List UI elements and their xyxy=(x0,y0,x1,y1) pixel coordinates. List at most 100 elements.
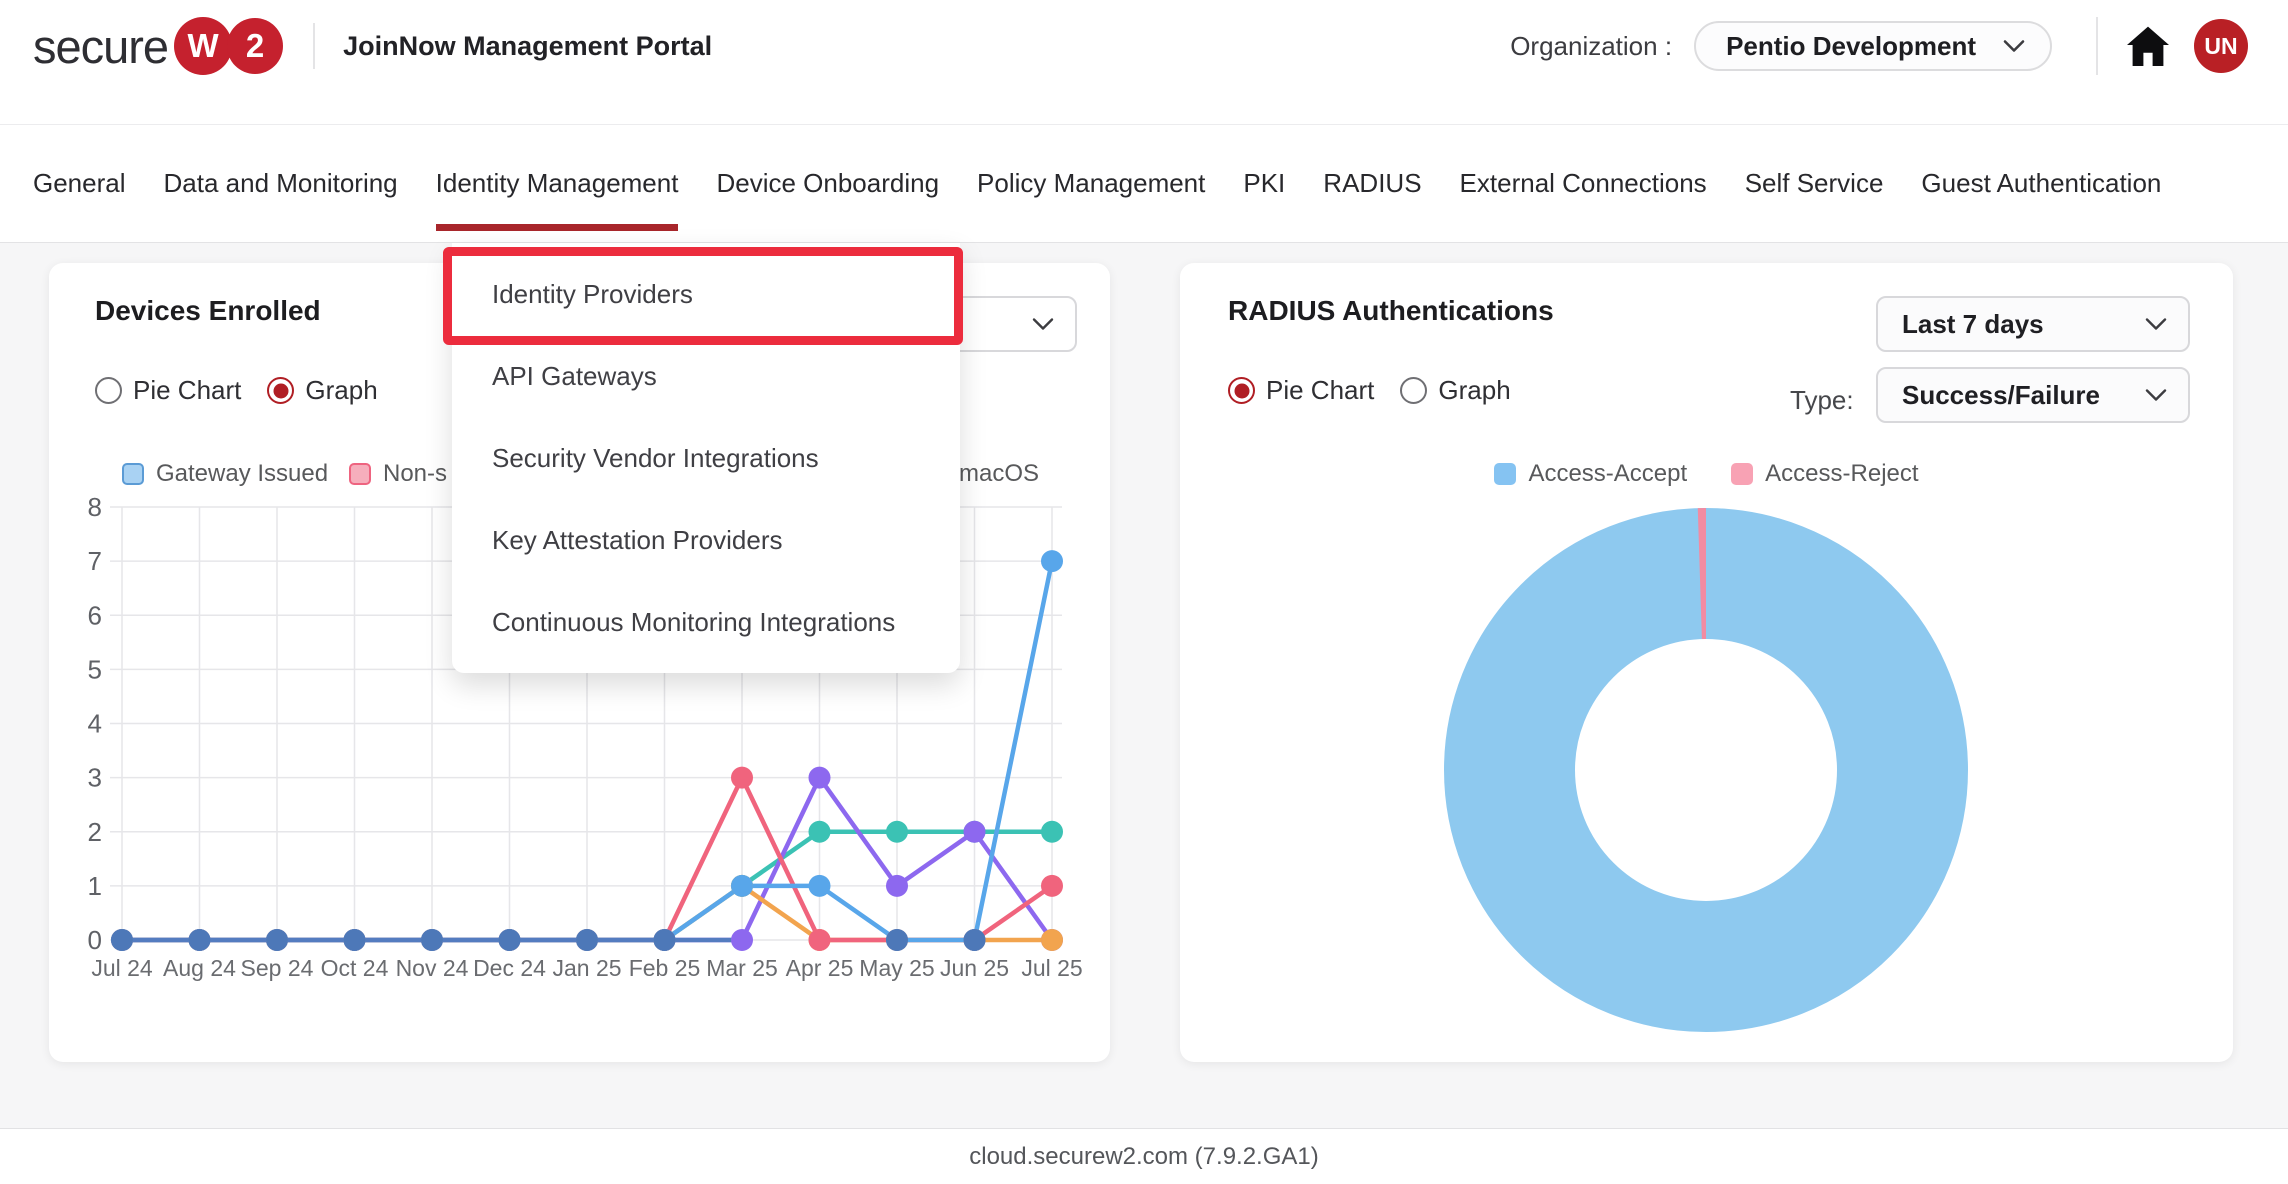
radius-radio-graph[interactable]: Graph xyxy=(1400,375,1511,406)
nav-item-external-connections[interactable]: External Connections xyxy=(1459,168,1707,198)
svg-text:1: 1 xyxy=(88,871,102,901)
organization-label: Organization : xyxy=(1510,30,1673,61)
radio-label: Pie Chart xyxy=(133,375,242,405)
radio-label: Graph xyxy=(305,375,378,405)
nav-item-identity-management[interactable]: Identity Management xyxy=(435,125,678,242)
radius-legend: Access-Accept Access-Reject xyxy=(1180,460,2233,488)
svg-text:Nov 24: Nov 24 xyxy=(396,955,469,981)
donut-slice-access-reject xyxy=(1697,508,1706,640)
radius-donut-chart xyxy=(1444,508,1968,1032)
legend-label: Access-Reject xyxy=(1765,460,1919,487)
svg-text:0: 0 xyxy=(88,925,102,955)
svg-text:3: 3 xyxy=(88,763,102,793)
radius-radio-pie-chart[interactable]: Pie Chart xyxy=(1228,375,1374,406)
organization-select[interactable]: Pentio Development xyxy=(1694,21,2052,71)
devices-radio-graph[interactable]: Graph xyxy=(267,375,378,406)
organization-value: Pentio Development xyxy=(1726,30,1976,61)
radio-icon xyxy=(1228,377,1255,404)
svg-text:Aug 24: Aug 24 xyxy=(163,955,236,981)
header-right: Organization : Pentio Development UN xyxy=(1510,17,2248,75)
svg-text:6: 6 xyxy=(88,600,102,630)
svg-text:Sep 24: Sep 24 xyxy=(241,955,314,981)
radio-icon xyxy=(95,377,122,404)
footer-text: cloud.securew2.com (7.9.2.GA1) xyxy=(969,1142,1319,1170)
svg-text:5: 5 xyxy=(88,654,102,684)
devices-line-chart: 0 1 2 3 4 5 6 7 8 Jul 24 Aug 24 Sep 24 Oct 24 Nov 24 D… xyxy=(88,495,1083,981)
chevron-down-icon xyxy=(2003,39,2025,52)
user-avatar[interactable]: UN xyxy=(2194,19,2248,73)
nav-item-guest-authentication[interactable]: Guest Authentication xyxy=(1921,168,2162,198)
svg-text:Jun 25: Jun 25 xyxy=(940,955,1009,981)
header-separator xyxy=(2096,17,2098,75)
radius-range-value: Last 7 days xyxy=(1902,308,2044,339)
nav-item-data-and-monitoring[interactable]: Data and Monitoring xyxy=(163,168,398,198)
menu-item-continuous-monitoring-integrations[interactable]: Continuous Monitoring Integrations xyxy=(492,606,896,637)
nav-item-self-service[interactable]: Self Service xyxy=(1744,168,1884,198)
legend-item-access-reject: Access-Reject xyxy=(1731,460,1919,488)
menu-item-identity-providers[interactable]: Identity Providers xyxy=(492,278,693,309)
nav-item-radius[interactable]: RADIUS xyxy=(1323,168,1422,198)
radius-auth-card: RADIUS Authentications Last 7 days Pie C… xyxy=(1180,263,2233,1062)
radius-view-toggle: Pie Chart Graph xyxy=(1228,375,1511,406)
devices-radio-pie-chart[interactable]: Pie Chart xyxy=(95,375,241,406)
svg-text:Jan 25: Jan 25 xyxy=(552,955,621,981)
legend-label: macOS xyxy=(959,460,1040,487)
radio-icon xyxy=(267,377,295,404)
svg-text:7: 7 xyxy=(88,546,102,576)
svg-text:Mar 25: Mar 25 xyxy=(706,955,778,981)
svg-text:Feb 25: Feb 25 xyxy=(629,955,701,981)
menu-item-key-attestation-providers[interactable]: Key Attestation Providers xyxy=(492,524,783,555)
portal-title: JoinNow Management Portal xyxy=(343,30,713,61)
legend-item-non-s: Non-s xyxy=(349,460,447,488)
svg-text:2: 2 xyxy=(88,817,102,847)
radius-card-title: RADIUS Authentications xyxy=(1228,295,1554,326)
logo-badge-w: W xyxy=(174,17,233,75)
radius-type-value: Success/Failure xyxy=(1902,379,2100,410)
menu-item-api-gateways[interactable]: API Gateways xyxy=(492,360,657,391)
nav-item-device-onboarding[interactable]: Device Onboarding xyxy=(716,168,940,198)
identity-management-menu: Identity Providers API Gateways Security V… xyxy=(443,243,963,673)
chevron-down-icon xyxy=(2145,317,2167,330)
legend-swatch-icon xyxy=(349,463,371,485)
chevron-down-icon xyxy=(1032,317,1054,330)
devices-view-toggle: Pie Chart Graph xyxy=(95,375,378,406)
header-divider xyxy=(313,23,316,69)
securew2-logo[interactable]: secure W 2 xyxy=(33,17,284,75)
home-button[interactable] xyxy=(2124,23,2172,69)
radius-range-select[interactable]: Last 7 days xyxy=(1876,296,2190,352)
radius-type-select[interactable]: Success/Failure xyxy=(1876,367,2190,423)
content-area: Devices Enrolled Pie Chart Graph Gateway … xyxy=(0,243,2288,1128)
radio-label: Pie Chart xyxy=(1266,375,1375,405)
chevron-down-icon xyxy=(2145,388,2167,401)
legend-swatch-icon xyxy=(122,463,144,485)
svg-text:4: 4 xyxy=(88,709,102,739)
nav-item-policy-management[interactable]: Policy Management xyxy=(977,168,1206,198)
legend-label: Non-s xyxy=(383,460,448,487)
legend-swatch-icon xyxy=(1731,463,1754,485)
svg-text:Jul 24: Jul 24 xyxy=(91,955,153,981)
legend-item-access-accept: Access-Accept xyxy=(1494,460,1687,488)
legend-swatch-icon xyxy=(1494,463,1517,485)
svg-text:8: 8 xyxy=(88,495,102,522)
menu-item-security-vendor-integrations[interactable]: Security Vendor Integrations xyxy=(492,442,819,473)
radio-icon xyxy=(1400,377,1428,404)
svg-text:Oct 24: Oct 24 xyxy=(321,955,389,981)
logo-badge-2: 2 xyxy=(227,18,284,74)
svg-text:Jul 25: Jul 25 xyxy=(1021,955,1082,981)
home-icon xyxy=(2127,26,2169,67)
nav-item-general[interactable]: General xyxy=(33,168,126,198)
svg-text:May 25: May 25 xyxy=(859,955,934,981)
devices-card-title: Devices Enrolled xyxy=(95,295,321,326)
type-label: Type: xyxy=(1790,385,1854,415)
svg-text:Apr 25: Apr 25 xyxy=(786,955,854,981)
main-nav: General Data and Monitoring Identity Manag… xyxy=(0,125,2288,243)
legend-item-gateway-issued: Gateway Issued xyxy=(122,460,328,488)
page-footer: cloud.securew2.com (7.9.2.GA1) xyxy=(0,1128,2288,1184)
app-header: secure W 2 JoinNow Management Portal Org… xyxy=(0,0,2288,125)
logo-text: secure xyxy=(33,19,169,73)
svg-text:Dec 24: Dec 24 xyxy=(473,955,546,981)
legend-label: Gateway Issued xyxy=(156,460,329,487)
nav-item-pki[interactable]: PKI xyxy=(1243,168,1286,198)
radio-label: Graph xyxy=(1438,375,1511,405)
